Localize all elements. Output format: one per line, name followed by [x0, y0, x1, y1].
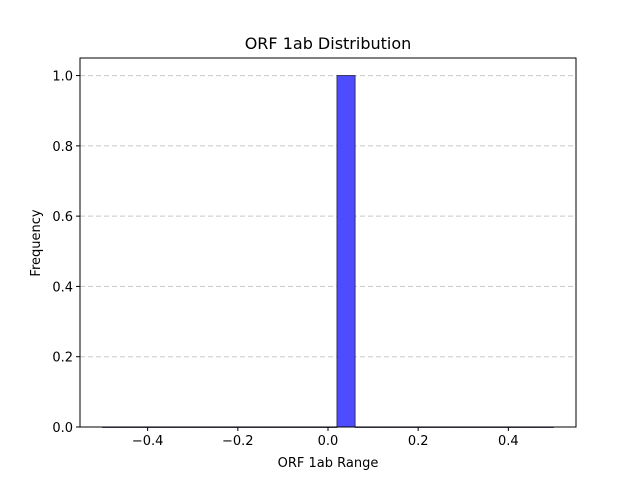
grid-lines	[80, 75, 576, 428]
x-axis-label: ORF 1ab Range	[278, 456, 379, 471]
histogram-bar-13	[336, 75, 356, 428]
x-tick-label-2: 0.0	[318, 434, 339, 449]
y-tick-label-0: 0.0	[52, 421, 73, 436]
y-tick-label-2: 0.4	[52, 280, 73, 295]
y-tick-label-1: 0.2	[52, 351, 73, 366]
histogram-bars	[102, 75, 554, 428]
y-tick-label-4: 0.8	[52, 140, 73, 155]
chart-title: ORF 1ab Distribution	[245, 34, 412, 53]
y-tick-label-5: 1.0	[52, 70, 73, 85]
x-tick-label-4: 0.4	[498, 434, 519, 449]
y-tick-label-3: 0.6	[52, 210, 73, 225]
x-tick-label-3: 0.2	[408, 434, 429, 449]
x-tick-label-1: −0.2	[222, 434, 254, 449]
plot-frame	[79, 57, 577, 428]
y-axis-ticks: 0.0 0.2 0.4 0.6 0.8 1.0	[52, 70, 80, 436]
x-axis-ticks: −0.4 −0.2 0.0 0.2 0.4	[132, 427, 519, 449]
x-tick-label-0: −0.4	[132, 434, 164, 449]
y-axis-label: Frequency	[29, 209, 44, 276]
